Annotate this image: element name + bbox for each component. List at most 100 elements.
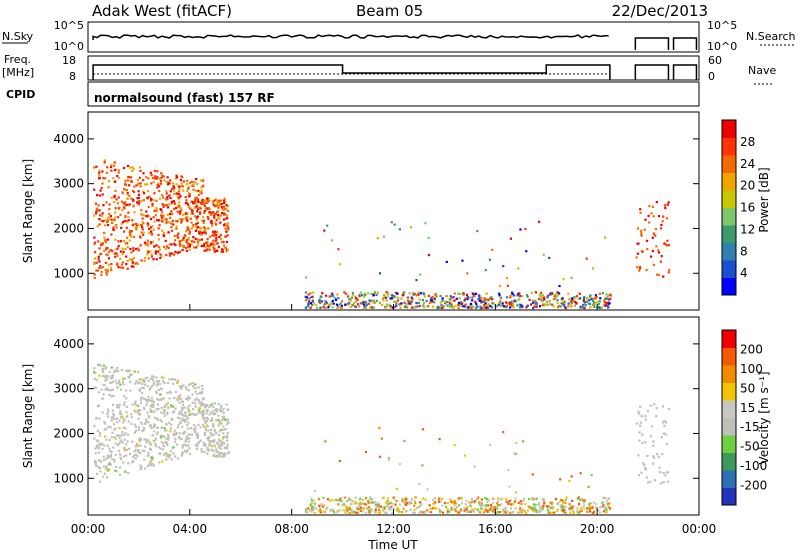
heatmap-cell bbox=[519, 500, 522, 503]
heatmap-cell bbox=[140, 213, 143, 216]
heatmap-cell bbox=[442, 305, 445, 308]
heatmap-cell bbox=[499, 300, 502, 303]
heatmap-cell bbox=[187, 236, 190, 239]
heatmap-cell bbox=[217, 206, 220, 209]
heatmap-cell bbox=[225, 204, 228, 207]
heatmap-cell bbox=[203, 202, 206, 205]
heatmap-cell bbox=[158, 238, 161, 241]
heatmap-cell bbox=[110, 263, 113, 266]
heatmap-cell bbox=[407, 301, 411, 304]
heatmap-cell bbox=[110, 381, 113, 384]
heatmap-cell bbox=[142, 428, 145, 432]
freq-trace bbox=[92, 64, 698, 80]
heatmap-cell bbox=[221, 410, 224, 413]
heatmap-cell bbox=[226, 418, 230, 421]
heatmap-cell bbox=[184, 449, 187, 453]
freq-segment bbox=[672, 64, 698, 80]
heatmap-cell bbox=[603, 510, 606, 513]
heatmap-cell bbox=[140, 465, 143, 469]
heatmap-cell bbox=[582, 303, 585, 306]
heatmap-cell bbox=[221, 455, 224, 458]
heatmap-cell bbox=[657, 215, 661, 218]
heatmap-cell bbox=[340, 300, 344, 303]
heatmap-cell bbox=[362, 301, 365, 304]
heatmap-cell bbox=[336, 510, 339, 513]
heatmap-cell bbox=[180, 182, 183, 185]
heatmap-cell bbox=[203, 227, 206, 230]
heatmap-cell bbox=[126, 242, 129, 245]
heatmap-cell bbox=[130, 413, 133, 416]
heatmap-cell bbox=[442, 511, 445, 514]
heatmap-cell bbox=[201, 198, 204, 201]
heatmap-cell bbox=[454, 304, 457, 307]
heatmap-cell bbox=[535, 510, 538, 514]
freq-label: Freq. bbox=[4, 53, 31, 66]
freq-line bbox=[92, 64, 611, 80]
heatmap-cell bbox=[586, 510, 589, 513]
heatmap-cell bbox=[167, 436, 170, 439]
heatmap-cell bbox=[101, 411, 104, 414]
heatmap-cell bbox=[147, 415, 150, 418]
heatmap-cell bbox=[640, 229, 643, 232]
heatmap-cell bbox=[139, 182, 142, 185]
heatmap-cell bbox=[143, 192, 146, 195]
heatmap-cell bbox=[311, 300, 314, 303]
heatmap-cell bbox=[359, 497, 362, 500]
heatmap-cell bbox=[194, 229, 197, 232]
heatmap-cell bbox=[98, 443, 101, 446]
heatmap-cell bbox=[589, 507, 592, 510]
heatmap-cell bbox=[202, 219, 205, 222]
heatmap-cell bbox=[169, 450, 172, 453]
heatmap-cell bbox=[592, 511, 595, 515]
heatmap-cell bbox=[560, 498, 563, 501]
heatmap-cell bbox=[330, 239, 333, 242]
heatmap-cell bbox=[113, 164, 116, 167]
heatmap-cell bbox=[665, 217, 669, 220]
heatmap-cell bbox=[421, 511, 425, 514]
heatmap-cell bbox=[595, 295, 598, 298]
heatmap-cell bbox=[379, 511, 382, 515]
heatmap-cell bbox=[145, 418, 148, 421]
heatmap-cell bbox=[510, 303, 513, 306]
heatmap-cell bbox=[127, 215, 130, 219]
y-tick-label: 2000 bbox=[53, 221, 84, 235]
heatmap-cell bbox=[114, 379, 117, 382]
heatmap-cell bbox=[309, 306, 312, 309]
heatmap-cell bbox=[124, 247, 127, 250]
heatmap-cell bbox=[194, 237, 197, 240]
heatmap-cell bbox=[159, 436, 163, 439]
heatmap-cell bbox=[561, 297, 564, 300]
heatmap-cell bbox=[480, 306, 483, 310]
heatmap-cell bbox=[409, 508, 412, 511]
heatmap-cell bbox=[200, 186, 203, 189]
heatmap-cell bbox=[176, 399, 179, 402]
heatmap-cell bbox=[131, 261, 134, 264]
heatmap-cell bbox=[460, 497, 463, 500]
heatmap-cell bbox=[357, 508, 360, 511]
heatmap-cell bbox=[148, 227, 151, 230]
heatmap-cell bbox=[215, 410, 218, 413]
heatmap-cell bbox=[129, 166, 132, 169]
heatmap-cell bbox=[372, 301, 375, 304]
heatmap-cell bbox=[148, 231, 151, 234]
heatmap-cell bbox=[99, 431, 102, 434]
heatmap-cell bbox=[137, 249, 140, 252]
heatmap-cell bbox=[160, 214, 163, 217]
heatmap-cell bbox=[376, 291, 380, 294]
heatmap-cell bbox=[422, 301, 426, 305]
heatmap-cell bbox=[144, 445, 147, 448]
heatmap-cell bbox=[160, 420, 163, 423]
heatmap-cell bbox=[143, 458, 146, 461]
heatmap-cell bbox=[182, 239, 185, 242]
heatmap-cell bbox=[226, 222, 229, 225]
heatmap-cell bbox=[462, 305, 465, 308]
heatmap-cell bbox=[201, 387, 204, 391]
heatmap-cell bbox=[157, 388, 160, 392]
heatmap-cell bbox=[128, 203, 132, 206]
heatmap-cell bbox=[139, 444, 142, 447]
heatmap-cell bbox=[123, 239, 126, 243]
heatmap-cell bbox=[505, 301, 508, 304]
heatmap-cell bbox=[142, 426, 146, 429]
heatmap-cell bbox=[224, 427, 227, 430]
heatmap-cell bbox=[475, 302, 478, 305]
